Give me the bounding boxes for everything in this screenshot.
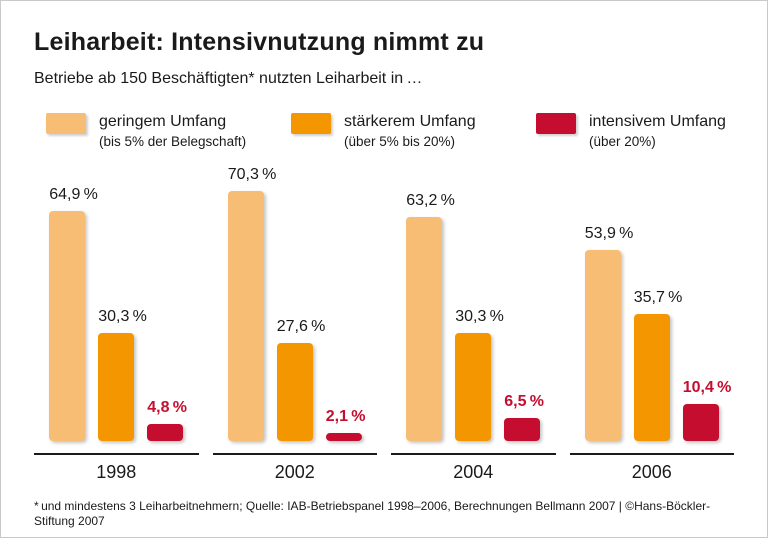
- bar-group-1998: 64,9 % 30,3 % 4,8 % 1998: [34, 161, 199, 483]
- bar-column: 27,6 %: [276, 318, 325, 441]
- legend-item-geringem-umfang: geringem Umfang (bis 5% der Belegschaft): [46, 112, 291, 150]
- bar: [682, 403, 719, 441]
- bar-value-label: 70,3 %: [227, 166, 277, 184]
- x-axis-label: 2004: [453, 461, 494, 482]
- bar-column: 4,8 %: [147, 399, 187, 441]
- bar-group-2004: 63,2 % 30,3 % 6,5 % 2004: [391, 161, 556, 483]
- bar: [455, 332, 492, 441]
- bar-column: 35,7 %: [633, 289, 682, 441]
- bar: [504, 417, 541, 441]
- bar-cluster: 64,9 % 30,3 % 4,8 %: [34, 161, 199, 441]
- x-axis-label: 2002: [274, 461, 315, 482]
- x-axis-baseline: [34, 452, 199, 455]
- legend-label: intensivem Umfang: [589, 113, 726, 131]
- bar-cluster: 53,9 % 35,7 % 10,4 %: [570, 161, 735, 441]
- x-axis-baseline: [391, 452, 556, 455]
- swatch-light-orange-icon: [46, 113, 86, 135]
- bar-value-label: 53,9 %: [584, 225, 634, 243]
- bar-column: 30,3 %: [98, 308, 147, 441]
- bar-column: 10,4 %: [682, 379, 731, 441]
- legend-sublabel: (über 20%): [589, 134, 656, 150]
- bar-value-label: 63,2 %: [406, 192, 455, 210]
- bar-column: 2,1 %: [325, 408, 365, 441]
- bar-column: 63,2 %: [406, 192, 455, 441]
- bar-cluster: 70,3 % 27,6 % 2,1 %: [213, 161, 378, 441]
- bar: [276, 342, 313, 441]
- bar: [406, 216, 443, 441]
- swatch-red-icon: [536, 113, 576, 135]
- bar: [147, 423, 184, 441]
- bar-column: 70,3 %: [227, 166, 276, 441]
- bar-value-label: 64,9 %: [49, 186, 98, 204]
- bar-group-2002: 70,3 % 27,6 % 2,1 % 2002: [212, 161, 378, 483]
- bar: [227, 190, 264, 441]
- page-title: Leiharbeit: Intensivnutzung nimmt zu: [34, 28, 485, 56]
- legend-item-intensivem-umfang: intensivem Umfang (über 20%): [536, 112, 767, 150]
- bar-column: 30,3 %: [455, 308, 504, 441]
- bar-value-label: 30,3 %: [98, 308, 147, 326]
- legend-item-staerkerem-umfang: stärkerem Umfang (über 5% bis 20%): [291, 112, 536, 150]
- bar-column: 64,9 %: [49, 186, 98, 441]
- bar-column: 53,9 %: [584, 225, 633, 441]
- legend-sublabel: (bis 5% der Belegschaft): [99, 134, 247, 150]
- source-footnote: * und mindestens 3 Leiharbeitnehmern; Qu…: [34, 498, 711, 529]
- bar: [98, 332, 135, 441]
- header: Leiharbeit: Intensivnutzung nimmt zu Bet…: [1, 1, 767, 88]
- x-axis-label: 2006: [631, 461, 672, 482]
- bar-cluster: 63,2 % 30,3 % 6,5 %: [391, 161, 556, 441]
- bar: [584, 249, 621, 441]
- bar-value-label: 30,3 %: [455, 308, 504, 326]
- bar-column: 6,5 %: [504, 393, 544, 441]
- bar-value-label: 4,8 %: [147, 399, 187, 417]
- legend-label: geringem Umfang: [99, 113, 227, 131]
- x-axis-label: 1998: [96, 461, 137, 482]
- bar-group-2006: 53,9 % 35,7 % 10,4 % 2006: [569, 161, 735, 483]
- bar-value-label: 35,7 %: [633, 289, 683, 307]
- legend-label: stärkerem Umfang: [344, 113, 476, 131]
- bar-value-label: 6,5 %: [504, 393, 544, 411]
- chart-legend: geringem Umfang (bis 5% der Belegschaft)…: [1, 88, 767, 150]
- bar-value-label: 10,4 %: [682, 379, 732, 397]
- bar-chart: 64,9 % 30,3 % 4,8 % 1998 70,3 % 27,6 % 2,1 % 20…: [1, 151, 767, 483]
- bar: [49, 210, 86, 441]
- x-axis-baseline: [212, 452, 377, 455]
- page-subtitle: Betriebe ab 150 Beschäftigten* nutzten L…: [34, 70, 423, 88]
- x-axis-baseline: [569, 452, 734, 455]
- bar-value-label: 27,6 %: [276, 318, 326, 336]
- bar: [633, 313, 670, 441]
- swatch-orange-icon: [291, 113, 331, 135]
- bar-value-label: 2,1 %: [325, 408, 366, 426]
- bar: [325, 432, 362, 441]
- legend-sublabel: (über 5% bis 20%): [344, 134, 456, 150]
